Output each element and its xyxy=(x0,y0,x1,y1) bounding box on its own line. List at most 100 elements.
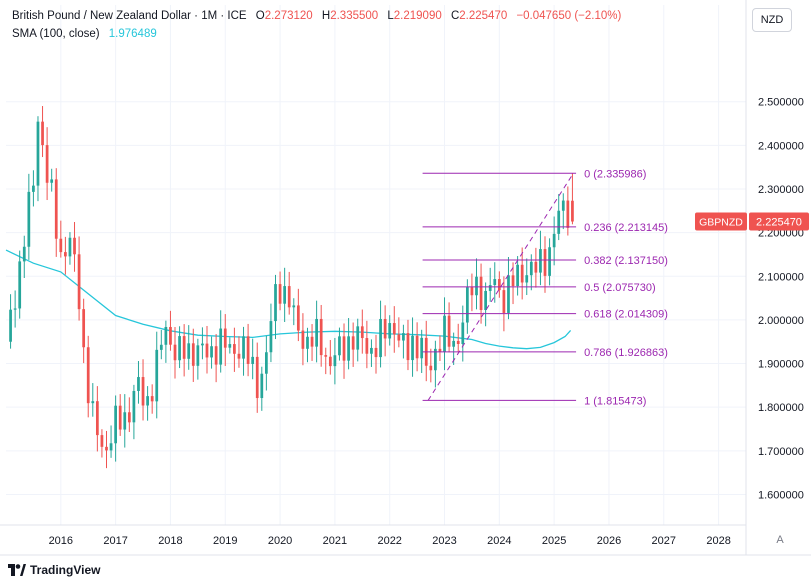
currency-button[interactable]: NZD xyxy=(752,8,792,32)
candle-body xyxy=(118,405,122,430)
candle xyxy=(525,258,529,296)
candle xyxy=(360,309,364,354)
candle-body xyxy=(86,347,90,404)
candle-body xyxy=(429,365,433,371)
candle xyxy=(105,430,108,469)
fib-level-label: 0.382 (2.137150) xyxy=(584,255,668,267)
candle-body xyxy=(296,305,300,331)
candle-body xyxy=(507,275,510,313)
candle-body xyxy=(127,412,131,423)
candle xyxy=(484,282,487,327)
candle-body xyxy=(191,343,195,366)
candle-body xyxy=(461,322,465,345)
candle xyxy=(214,334,218,383)
candle xyxy=(205,325,209,374)
candle-body xyxy=(278,284,282,304)
close-value: C2.225470 xyxy=(450,10,508,22)
y-tick-label: 1.700000 xyxy=(758,446,804,458)
candle-body xyxy=(539,249,542,273)
candle xyxy=(516,256,519,296)
symbol-tag-bg xyxy=(695,212,747,231)
candle-body xyxy=(493,279,497,286)
candle xyxy=(434,340,437,388)
candle xyxy=(493,262,497,303)
candle-body xyxy=(465,287,469,323)
sma-value: 1.976489 xyxy=(108,28,157,40)
candle-body xyxy=(100,435,104,447)
candle-body xyxy=(342,336,346,361)
candle xyxy=(511,262,515,305)
candle xyxy=(173,327,177,379)
candle xyxy=(488,267,492,302)
candle xyxy=(246,323,250,377)
candle xyxy=(319,304,323,367)
x-tick-label: 2020 xyxy=(268,535,292,547)
candle-body xyxy=(420,337,424,359)
candle xyxy=(9,294,12,349)
y-tick-label: 2.500000 xyxy=(758,97,804,109)
candle xyxy=(351,322,355,367)
candle-body xyxy=(36,121,40,186)
candle-body xyxy=(41,121,44,146)
candle xyxy=(507,257,510,320)
candle-body xyxy=(434,348,437,371)
candle xyxy=(388,315,392,346)
candle-body xyxy=(54,179,58,239)
y-tick-label: 2.200000 xyxy=(758,228,804,240)
candle xyxy=(557,194,561,241)
candle-body xyxy=(155,349,159,402)
candle xyxy=(59,220,63,258)
candle xyxy=(356,318,360,362)
candle xyxy=(201,327,204,360)
candle xyxy=(347,318,350,370)
candle-body xyxy=(164,326,168,345)
candle-body xyxy=(511,275,515,287)
candle xyxy=(315,300,318,363)
candle-body xyxy=(370,347,373,354)
candle-body xyxy=(379,318,382,358)
candle-body xyxy=(201,343,204,346)
y-tick-label: 1.900000 xyxy=(758,359,804,371)
candle-body xyxy=(173,344,177,361)
candle-body xyxy=(18,261,22,309)
auto-scale-button[interactable]: A xyxy=(776,534,784,546)
candle-body xyxy=(315,318,318,347)
candle xyxy=(561,193,565,230)
x-tick-label: 2023 xyxy=(432,535,456,547)
symbol-tag: GBPNZD xyxy=(699,217,743,229)
candle xyxy=(50,168,54,192)
tradingview-logo[interactable]: TradingView xyxy=(8,563,100,577)
candle-body xyxy=(123,412,127,430)
candle xyxy=(155,331,159,419)
x-tick-label: 2016 xyxy=(49,535,73,547)
candle-body xyxy=(22,246,26,262)
candle-body xyxy=(64,252,67,257)
candle xyxy=(95,386,99,452)
candle xyxy=(187,325,191,370)
candle-body xyxy=(552,233,556,248)
candle-body xyxy=(265,352,268,374)
candle-body xyxy=(452,340,456,347)
candle xyxy=(64,236,67,275)
sma-legend[interactable]: SMA (100, close) 1.976489 xyxy=(12,28,163,40)
candle xyxy=(164,320,168,363)
candle-body xyxy=(516,264,519,287)
candle-body xyxy=(443,315,446,352)
candle xyxy=(237,336,241,368)
candle-body xyxy=(447,315,451,347)
candle-body xyxy=(415,335,419,359)
candle-body xyxy=(251,356,255,364)
candle-body xyxy=(228,344,232,348)
last-price-tag-bg xyxy=(749,212,809,231)
candle xyxy=(54,168,58,257)
candle xyxy=(370,339,373,367)
candle xyxy=(178,326,181,369)
candle-body xyxy=(402,333,405,341)
branding-text: TradingView xyxy=(30,563,101,577)
candle xyxy=(13,290,17,328)
candle xyxy=(137,361,140,404)
y-tick-label: 1.600000 xyxy=(758,489,804,501)
candle xyxy=(109,425,113,458)
candle-body xyxy=(109,443,113,451)
